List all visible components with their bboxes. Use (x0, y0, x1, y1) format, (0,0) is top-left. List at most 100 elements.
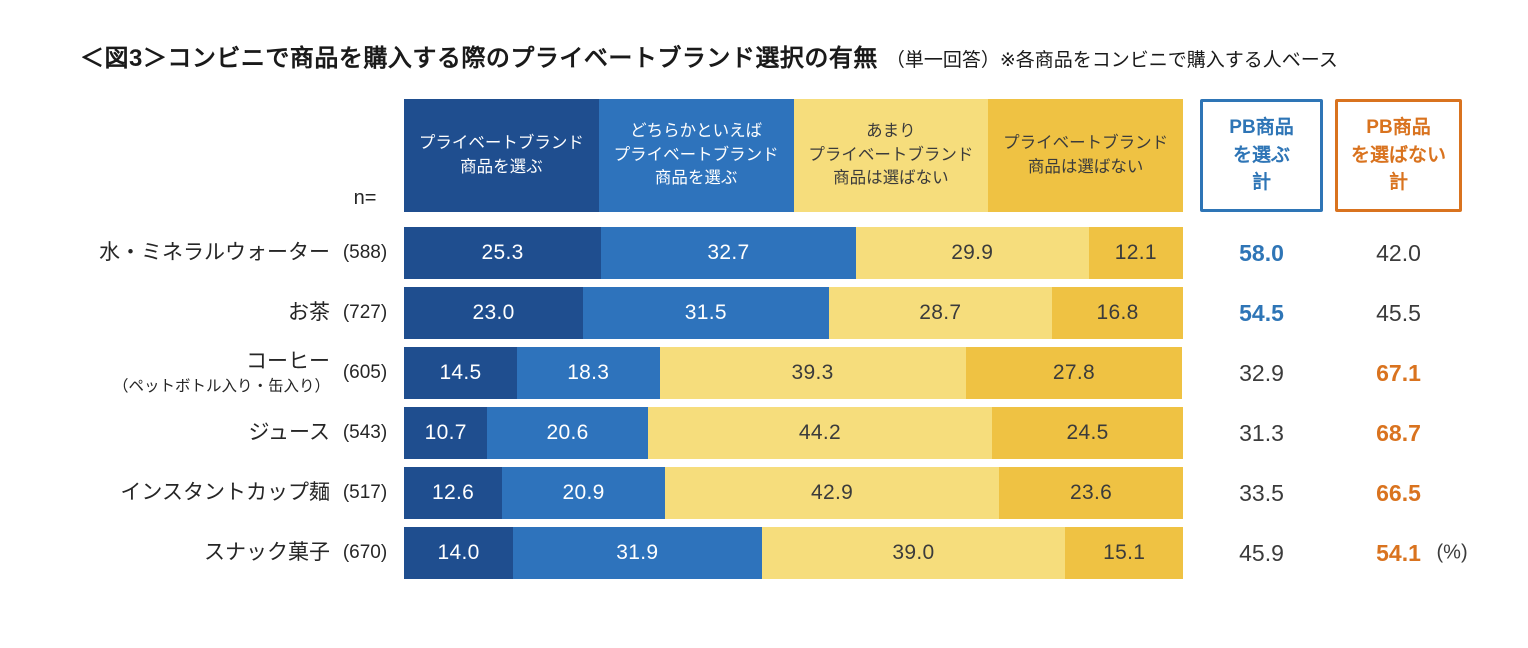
figure-title-row: ＜図3＞コンビニで商品を購入する際のプライベートブランド選択の有無 （単一回答）※… (80, 38, 1338, 73)
header-label-spacer (80, 99, 330, 212)
bar-segment-0: 14.0 (404, 527, 514, 579)
notselect-total-cell: 45.5 (1335, 287, 1462, 339)
summary-select-header-cell: PB商品を選ぶ計 (1200, 99, 1323, 212)
chart-row-4: インスタントカップ麺 (517) 12.6 20.9 42.9 23.6 33.5 66.5 (80, 467, 1482, 519)
bar-segment-1: 20.6 (487, 407, 648, 459)
stacked-bar: 25.3 32.7 29.9 12.1 (404, 227, 1183, 279)
stacked-bar-chart: n= プライベートブランド 商品を選ぶ どちらかといえば プライベートブランド 商品を選… (80, 99, 1482, 579)
bar-segment-0: 23.0 (404, 287, 584, 339)
bar-segment-value: 20.9 (562, 481, 605, 504)
select-total-cell: 58.0 (1200, 227, 1323, 279)
bar-segment-value: 39.0 (892, 541, 935, 564)
notselect-total-cell: 68.7 (1335, 407, 1462, 459)
bar-segment-2: 39.0 (761, 527, 1066, 579)
legend-item-label-line: 商品を選ぶ (460, 157, 543, 176)
chart-row-1: お茶 (727) 23.0 31.5 28.7 16.8 54.5 45.5 (80, 287, 1482, 339)
bar-segment-value: 42.9 (810, 481, 854, 504)
chart-header-row: n= プライベートブランド 商品を選ぶ どちらかといえば プライベートブランド 商品を選… (80, 99, 1482, 212)
bar-segment-2: 29.9 (855, 227, 1089, 279)
bar-segment-value: 39.3 (791, 361, 834, 384)
bar-segment-1: 31.5 (583, 287, 829, 339)
select-total-cell: 54.5 (1200, 287, 1323, 339)
bar-segment-3: 16.8 (1052, 287, 1183, 339)
bar-segment-value: 18.3 (567, 361, 610, 384)
select-total-value: 32.9 (1239, 359, 1284, 386)
summary-box-label-line: 計 (1251, 172, 1271, 194)
bar-segment-3: 15.1 (1065, 527, 1183, 579)
bar-segment-2: 39.3 (659, 347, 966, 399)
pb-notselect-total-box: PB商品 を選ばない計 (1335, 99, 1462, 212)
select-total-cell: 33.5 (1200, 467, 1323, 519)
bar-segment-0: 10.7 (404, 407, 488, 459)
n-header-label: n= (353, 187, 377, 209)
summary-box-label-line: PB商品 (1229, 117, 1294, 139)
bar-segment-value: 31.5 (684, 301, 727, 324)
bar-segment-0: 14.5 (404, 347, 517, 399)
bar-segment-value: 20.6 (546, 421, 589, 444)
select-total-cell: 31.3 (1200, 407, 1323, 459)
legend-item-0: プライベートブランド 商品を選ぶ (404, 99, 599, 212)
legend-item-label-line: プライベートブランド (1003, 134, 1169, 153)
notselect-total-value: 45.5 (1376, 299, 1421, 326)
row-n-cell: (670) (330, 527, 400, 579)
chart-rows: 水・ミネラルウォーター (588) 25.3 32.7 29.9 12.1 58.0 42.0… (80, 227, 1482, 579)
bar-segment-2: 44.2 (647, 407, 993, 459)
row-category-cell: インスタントカップ麺 (80, 467, 330, 519)
notselect-total-cell: 54.1 (%) (1335, 527, 1468, 579)
legend-item-3: プライベートブランド 商品は選ばない (988, 99, 1183, 212)
row-n-value: (588) (342, 242, 388, 263)
row-category-cell: スナック菓子 (80, 527, 330, 579)
bar-segment-value: 32.7 (707, 241, 750, 264)
bar-segment-value: 14.0 (437, 541, 480, 564)
summary-box-label-line: を選ぶ (1232, 144, 1290, 166)
bar-segment-0: 12.6 (404, 467, 503, 519)
bar-segment-value: 23.0 (472, 301, 515, 324)
select-total-value: 33.5 (1239, 479, 1284, 506)
bar-segment-3: 24.5 (992, 407, 1183, 459)
row-category-note: （ペットボトル入り・缶入り） (112, 378, 330, 396)
row-n-cell: (605) (330, 347, 400, 399)
notselect-total-value: 67.1 (1376, 359, 1421, 386)
bar-segment-value: 12.1 (1114, 241, 1157, 264)
select-total-value: 54.5 (1239, 299, 1284, 326)
row-category-label: お茶 (288, 300, 330, 324)
summary-box-label-line: を選ばない (1350, 144, 1446, 166)
legend-item-label-line: 商品を選ぶ (654, 169, 738, 188)
notselect-total-value: 54.1 (1376, 539, 1421, 566)
bar-segment-1: 18.3 (516, 347, 660, 399)
legend-item-label-line: 商品は選ばない (833, 169, 949, 188)
row-n-cell: (588) (330, 227, 400, 279)
bar-segment-2: 42.9 (664, 467, 1000, 519)
bar-segment-0: 25.3 (404, 227, 602, 279)
stacked-bar: 23.0 31.5 28.7 16.8 (404, 287, 1183, 339)
pb-select-total-box: PB商品を選ぶ計 (1200, 99, 1323, 212)
stacked-bar: 10.7 20.6 44.2 24.5 (404, 407, 1183, 459)
bar-segment-value: 10.7 (424, 421, 467, 444)
notselect-total-cell: 42.0 (1335, 227, 1462, 279)
summary-notselect-header-cell: PB商品 を選ばない計 (1335, 99, 1462, 212)
bar-segment-value: 27.8 (1052, 361, 1095, 384)
bar-segment-value: 25.3 (481, 241, 524, 264)
legend-item-label-line: プライベートブランド (418, 134, 584, 153)
bar-segment-3: 12.1 (1088, 227, 1183, 279)
notselect-total-value: 68.7 (1376, 419, 1421, 446)
bar-segment-value: 23.6 (1070, 481, 1113, 504)
select-total-cell: 45.9 (1200, 527, 1323, 579)
bar-segment-1: 20.9 (502, 467, 665, 519)
row-n-cell: (543) (330, 407, 400, 459)
legend-item-label-line: プライベートブランド (808, 145, 974, 164)
legend-item-label-line: 商品は選ばない (1027, 157, 1144, 176)
row-category-label: インスタントカップ麺 (120, 480, 330, 504)
row-n-value: (605) (342, 362, 388, 383)
bar-segment-3: 23.6 (999, 467, 1183, 519)
row-category-label: 水・ミネラルウォーター (99, 240, 330, 264)
legend-item-2: あまり プライベートブランド 商品は選ばない (793, 99, 989, 212)
bar-segment-3: 27.8 (965, 347, 1183, 399)
bar-segment-1: 32.7 (601, 227, 856, 279)
row-category-label: ジュース (248, 420, 330, 444)
figure-title-note: （単一回答）※各商品をコンビニで購入する人ベース (885, 50, 1338, 71)
bar-segment-value: 14.5 (439, 361, 482, 384)
chart-row-5: スナック菓子 (670) 14.0 31.9 39.0 15.1 45.9 54.1 (%) (80, 527, 1482, 579)
bar-segment-2: 28.7 (828, 287, 1053, 339)
notselect-total-cell: 66.5 (1335, 467, 1462, 519)
